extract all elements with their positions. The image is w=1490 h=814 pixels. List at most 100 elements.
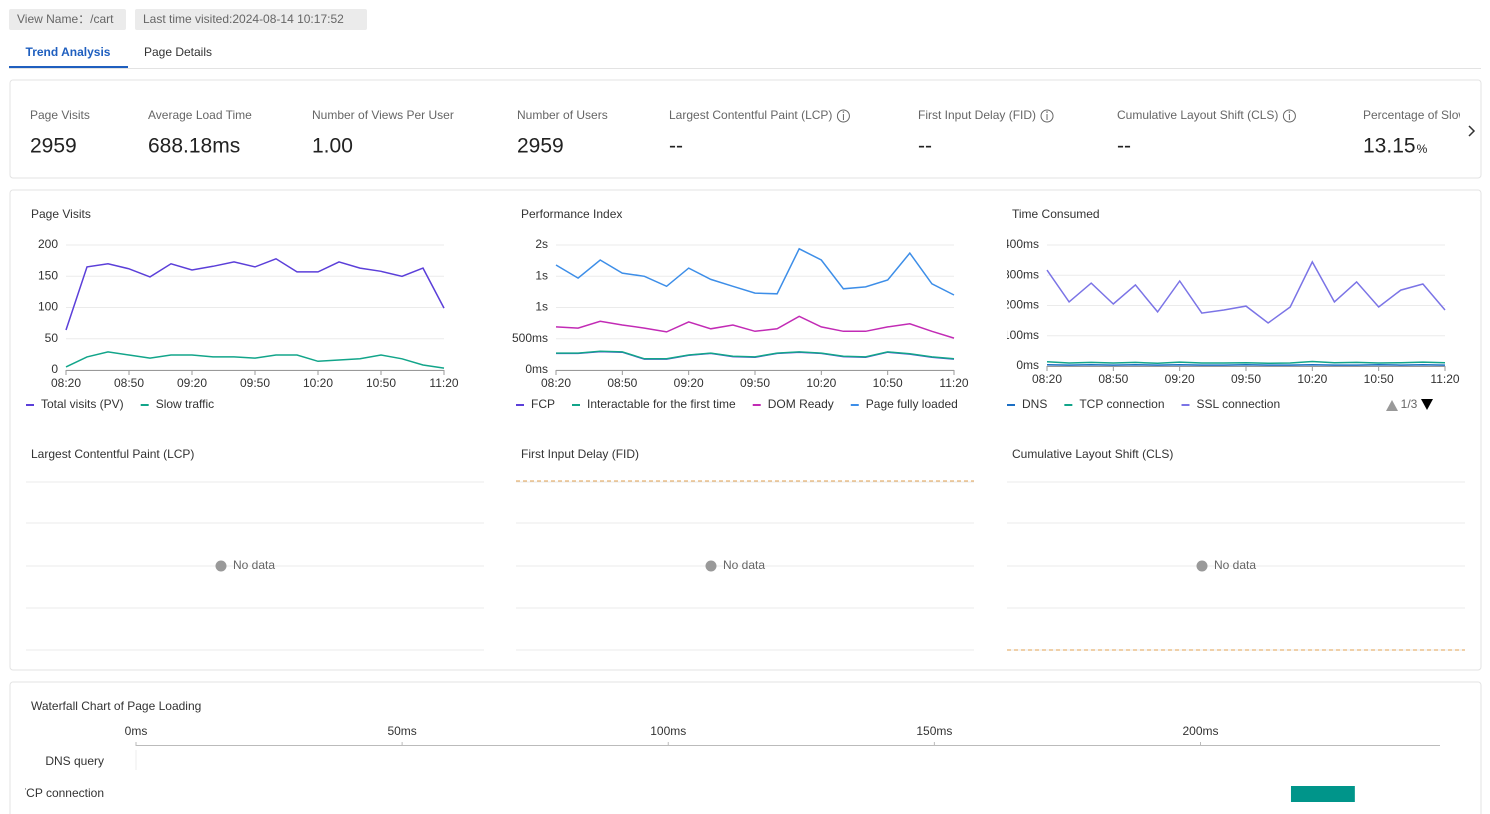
x-tick-label: 08:20 [541,376,571,390]
info-icon [1282,109,1296,123]
waterfall-card [9,681,1482,814]
metric-label: Number of Views Per User [312,108,454,122]
x-tick-label: 10:50 [873,376,903,390]
x-tick-label: 11:20 [429,376,458,390]
metric-unit: % [1417,142,1428,156]
metric-label: Cumulative Layout Shift (CLS) [1117,108,1278,122]
y-tick-label: 200ms [1003,298,1039,312]
x-tick-label: 09:50 [1231,372,1261,386]
metric-value: 1.00 [312,135,353,158]
x-tick-label: 100ms [650,724,686,738]
x-tick-label: 08:20 [1032,372,1062,386]
metrics: Page Visits 2959 Average Load Time 688.18ms… [30,108,1467,158]
row-label: DNS query [45,754,104,768]
info-icon [705,560,717,572]
metric-value: 2959 [30,135,77,158]
x-tick-label: 08:50 [114,376,144,390]
x-tick-label: 10:50 [1364,372,1394,386]
legend-label: SSL connection [1197,397,1281,411]
info-icon [215,560,227,572]
metric-value: 2959 [517,135,564,158]
metric-value: -- [669,135,683,158]
metric-label: Number of Users [517,108,608,122]
waterfall-bar [1290,786,1355,802]
row-label: TCP connection [19,786,104,800]
y-tick-label: 150 [38,268,58,282]
no-data: No data [1214,558,1256,572]
x-tick-label: 0ms [125,724,148,738]
metric-label: Percentage of Slow [1363,108,1467,122]
pager-down[interactable] [1421,399,1433,410]
x-tick-label: 09:20 [1165,372,1195,386]
legend-label: DNS [1022,397,1047,411]
metric-value: 13.15 [1363,135,1416,158]
chart-title: Cumulative Layout Shift (CLS) [1012,447,1173,461]
legend-label: DOM Ready [768,397,834,411]
tab[interactable]: Page Details [144,45,212,59]
info-icon-dot [842,111,845,113]
tab-active[interactable]: Trend Analysis [26,45,111,59]
legend-label: FCP [531,397,555,411]
metric-label: First Input Delay (FID) [918,108,1036,122]
x-tick-label: 10:50 [366,376,396,390]
series-line [65,351,445,369]
x-tick-label: 08:50 [1098,372,1128,386]
legend-label: TCP connection [1079,397,1164,411]
no-data: No data [723,558,765,572]
y-tick-label: 300ms [1003,267,1039,281]
chart: 0 50 100 150 200 08:20 08:50 09:20 09:50 10:20 10:… [38,237,459,390]
chart: 0ms 100ms 200ms 300ms 400ms 08:20 08:50 09:20 09… [1003,237,1460,386]
y-tick-label: 100ms [1003,328,1039,342]
series-line [555,315,955,339]
row-labels: DNS query TCP connection [19,754,104,800]
no-data: No data [233,558,275,572]
y-tick-label: 2s [535,237,548,251]
metric-value: -- [1117,135,1131,158]
x-tick-label: 10:20 [1297,372,1327,386]
y-tick-label: 1s [535,268,548,282]
metric-value: -- [918,135,932,158]
legend-label: Total visits (PV) [41,397,124,411]
series-line [556,350,955,360]
legend-label: Interactable for the first time [587,397,736,411]
info-icon [1196,560,1208,572]
y-tick-label: 0 [51,362,58,376]
legend-label: Page fully loaded [866,397,958,411]
pager-up[interactable] [1386,400,1398,411]
series-line [555,247,955,296]
chart: 0ms 500ms 1s 1s 2s 08:20 08:50 09:20 09:50 10:20 1… [512,237,969,390]
chart-title: Performance Index [521,207,622,221]
chart-title: First Input Delay (FID) [521,447,639,461]
chart-title: Page Visits [31,207,91,221]
chart-title: Time Consumed [1012,207,1100,221]
info-icon [1040,109,1054,123]
metric-label: Average Load Time [148,108,252,122]
x-tick-label: 08:20 [51,376,81,390]
next-arrow[interactable] [1468,125,1476,137]
x-tick-label: 09:20 [177,376,207,390]
metrics-card [9,79,1482,179]
x-tick-label: 09:50 [240,376,270,390]
charts-card [9,189,1482,671]
legend-label: Slow traffic [156,397,214,411]
x-tick-label: 10:20 [303,376,333,390]
chart-title: Largest Contentful Paint (LCP) [31,447,194,461]
legend-page: 1/3 [1401,397,1418,411]
y-tick-label: 1s [535,300,548,314]
x-tick-label: 09:50 [740,376,770,390]
series-line [1046,260,1446,324]
x-tick-label: 11:20 [1430,372,1459,386]
legend-pager[interactable] [1386,399,1433,411]
x-tick-label: 09:20 [674,376,704,390]
x-tick-label: 11:20 [939,376,968,390]
y-tick-label: 500ms [512,331,548,345]
x-tick-label: 08:50 [607,376,637,390]
series-line [1046,360,1446,365]
metric-label: Largest Contentful Paint (LCP) [669,108,832,122]
y-tick-label: 200 [38,237,58,251]
y-tick-label: 50 [45,331,59,345]
view-name: View Name：/cart [17,12,114,26]
y-tick-label: 0ms [1016,358,1039,372]
y-tick-label: 0ms [525,362,548,376]
